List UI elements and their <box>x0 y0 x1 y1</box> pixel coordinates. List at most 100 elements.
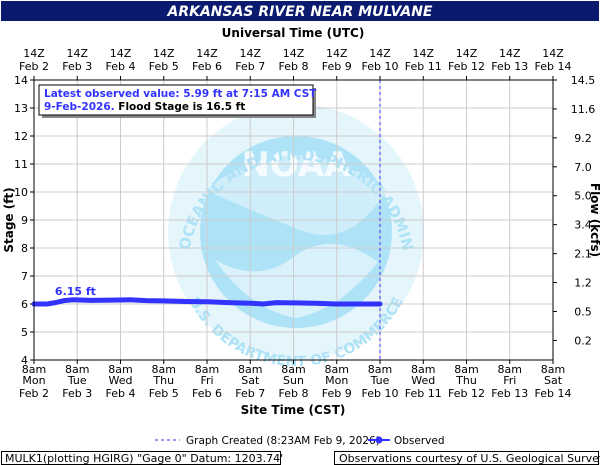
bottom-tick-label: Mon <box>325 374 348 387</box>
bottom-tick-label: 8am <box>454 363 478 376</box>
y-tick-label: 9 <box>21 214 28 227</box>
bottom-tick-label: Sat <box>544 374 563 387</box>
series-observed-point <box>62 299 66 303</box>
x-axis-title: Site Time (CST) <box>241 403 346 417</box>
bottom-tick-label: Fri <box>200 374 213 387</box>
y-tick-label: 14 <box>14 74 28 87</box>
grid-lines <box>34 80 553 360</box>
bottom-tick-label: 8am <box>368 363 392 376</box>
series-observed-point <box>313 301 317 305</box>
y2-tick-label: 9.2 <box>574 132 592 145</box>
bottom-tick-label: Thu <box>455 374 477 387</box>
top-tick-label: Feb 6 <box>192 60 222 73</box>
top-tick-label: 14Z <box>66 47 88 60</box>
bottom-tick-label: 8am <box>498 363 522 376</box>
bottom-tick-label: Feb 4 <box>106 387 136 400</box>
y-tick-label: 13 <box>14 102 28 115</box>
y2-axis-title: Flow (kcfs) <box>588 183 600 257</box>
y-tick-label: 12 <box>14 130 28 143</box>
bottom-tick-label: 8am <box>325 363 349 376</box>
y2-tick-label: 0.2 <box>574 334 592 347</box>
top-tick-label: Feb 2 <box>19 60 49 73</box>
series-observed-point <box>335 302 339 306</box>
bottom-tick-label: Sun <box>283 374 304 387</box>
top-tick-label: Feb 3 <box>62 60 92 73</box>
footer-left-text: MULK1(plotting HGIRG) "Gage 0" Datum: 12… <box>5 452 283 465</box>
y-axis-title: Stage (ft) <box>2 187 16 252</box>
y2-tick-label: 5.0 <box>574 190 592 203</box>
bottom-tick-label: 8am <box>541 363 565 376</box>
series-observed-point <box>248 301 252 305</box>
plot-border <box>33 79 554 361</box>
top-tick-label: 14Z <box>412 47 434 60</box>
bottom-tick-label: Feb 5 <box>149 387 179 400</box>
bottom-tick-label: Feb 14 <box>535 387 572 400</box>
top-tick-label: 14Z <box>196 47 218 60</box>
series-observed-point <box>127 298 131 302</box>
bottom-tick-label: Feb 11 <box>405 387 442 400</box>
y-tick-label: 6 <box>21 298 28 311</box>
top-tick-label: Feb 4 <box>106 60 136 73</box>
bottom-tick-label: 8am <box>281 363 305 376</box>
bottom-tick-label: Feb 6 <box>192 387 222 400</box>
top-tick-label: Feb 9 <box>322 60 352 73</box>
watermark-logo-text: NOAA <box>241 145 351 185</box>
annotation-box <box>38 84 314 116</box>
top-tick-label: 14Z <box>283 47 305 60</box>
bottom-tick-label: Feb 3 <box>62 387 92 400</box>
bottom-tick-label: Feb 12 <box>448 387 485 400</box>
bottom-tick-label: Feb 2 <box>19 387 49 400</box>
legend-observed-label: Observed <box>394 435 445 447</box>
series-observed-point <box>45 302 49 306</box>
series-observed-point <box>378 302 382 306</box>
top-axis-title: Universal Time (UTC) <box>222 26 365 40</box>
series-observed-point <box>54 301 58 305</box>
bottom-tick-label: Tue <box>370 374 390 387</box>
bottom-tick-label: Feb 7 <box>235 387 265 400</box>
bottom-tick-label: Feb 10 <box>362 387 399 400</box>
y2-tick-label: 11.6 <box>571 103 596 116</box>
top-tick-label: Feb 11 <box>405 60 442 73</box>
bottom-tick-label: Feb 13 <box>491 387 528 400</box>
y-tick-label: 7 <box>21 270 28 283</box>
series-observed-point <box>183 299 187 303</box>
y-tick-label: 11 <box>14 158 28 171</box>
y2-tick-label: 2.1 <box>574 248 592 261</box>
series-observed-point <box>71 298 75 302</box>
bottom-tick-label: Wed <box>411 374 435 387</box>
y2-tick-label: 0.5 <box>574 305 592 318</box>
annotation-date: 9-Feb-2026. <box>44 101 115 113</box>
top-tick-label: Feb 8 <box>279 60 309 73</box>
y-tick-label: 10 <box>14 186 28 199</box>
top-tick-label: Feb 7 <box>235 60 265 73</box>
bottom-tick-label: 8am <box>152 363 176 376</box>
top-tick-label: Feb 13 <box>491 60 528 73</box>
top-tick-label: 14Z <box>153 47 175 60</box>
series-observed-point <box>274 301 278 305</box>
legend-graph-created-label: Graph Created (8:23AM Feb 9, 2026) <box>186 435 380 447</box>
right-axis-ticks: 0.2 0.5 1.2 2.1 3.4 5.0 7.0 9.2 11.6 14.5 <box>553 74 595 347</box>
y2-tick-label: 1.2 <box>574 277 592 290</box>
annotation-line-2: 9-Feb-2026. Flood Stage is 16.5 ft <box>44 101 245 113</box>
series-observed-point <box>292 301 295 305</box>
top-tick-label: Feb 12 <box>448 60 485 73</box>
bottom-tick-label: 8am <box>195 363 219 376</box>
top-tick-label: 14Z <box>456 47 478 60</box>
bottom-tick-label: Wed <box>109 374 133 387</box>
top-tick-label: 14Z <box>239 47 261 60</box>
series-observed-point <box>227 301 231 305</box>
series-observed-point <box>261 302 265 306</box>
series-observed-point <box>205 300 209 304</box>
top-tick-label: Feb 5 <box>149 60 179 73</box>
bottom-tick-label: Thu <box>152 374 174 387</box>
series-observed-point <box>356 302 360 306</box>
bottom-tick-label: Sat <box>241 374 260 387</box>
bottom-tick-label: Tue <box>67 374 87 387</box>
bottom-tick-label: 8am <box>108 363 132 376</box>
footer: MULK1(plotting HGIRG) "Gage 0" Datum: 12… <box>1 451 600 465</box>
bottom-tick-label: 8am <box>65 363 89 376</box>
top-tick-label: 14Z <box>110 47 132 60</box>
